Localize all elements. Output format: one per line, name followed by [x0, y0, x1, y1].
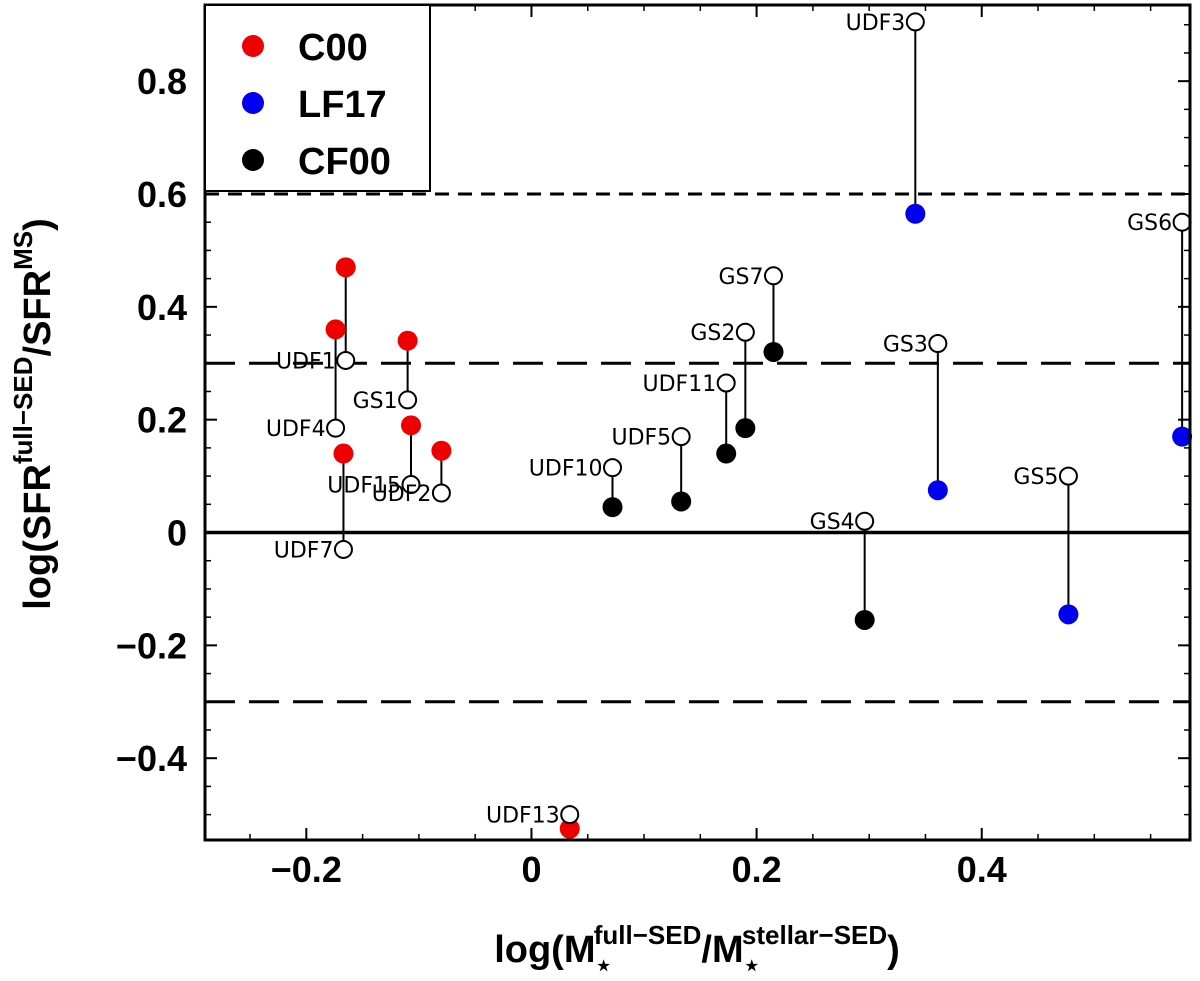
filled-point-udf10: [602, 497, 623, 518]
open-point-gs2: [735, 322, 755, 342]
filled-point-udf11: [716, 443, 737, 464]
filled-point-gs3: [927, 480, 948, 501]
filled-point-udf4: [325, 319, 346, 340]
plot-frame: [203, 3, 1192, 842]
filled-point-gs4: [854, 609, 875, 630]
x-tick-label: 0.2: [732, 849, 782, 890]
point-label-udf10: UDF10: [529, 457, 603, 482]
open-point-udf15: [401, 475, 421, 495]
filled-points: [325, 203, 1193, 839]
point-label-udf5: UDF5: [611, 426, 671, 451]
filled-point-gs6: [1172, 426, 1193, 447]
open-point-udf5: [671, 427, 691, 447]
open-point-udf1: [336, 350, 356, 370]
y-tick-label: 0.8: [137, 61, 187, 102]
point-label-gs2: GS2: [690, 321, 735, 346]
filled-point-gs5: [1058, 604, 1079, 625]
x-tick-label: 0: [521, 849, 541, 890]
point-label-gs4: GS4: [810, 510, 855, 535]
y-tick-label: 0.6: [137, 174, 187, 215]
point-label-gs6: GS6: [1127, 211, 1172, 236]
legend-label-cf00: CF00: [298, 141, 391, 183]
point-label-udf1: UDF1: [276, 349, 336, 374]
open-point-gs4: [855, 511, 875, 531]
legend-marker-lf17: [242, 92, 264, 114]
filled-point-udf7: [333, 443, 354, 464]
legend-label-c00: C00: [298, 27, 368, 69]
filled-point-gs7: [763, 341, 784, 362]
point-label-gs7: GS7: [718, 265, 763, 290]
legend-marker-cf00: [242, 149, 264, 171]
point-label-udf7: UDF7: [274, 538, 334, 563]
point-label-gs1: GS1: [353, 389, 398, 414]
y-tick-label: 0.4: [137, 287, 187, 328]
open-point-gs6: [1172, 212, 1192, 232]
filled-point-udf15: [401, 415, 422, 436]
y-tick-label: 0.2: [137, 400, 187, 441]
point-label-udf2: UDF2: [372, 482, 432, 507]
point-label-udf15: UDF15: [327, 474, 401, 499]
point-label-udf3: UDF3: [846, 11, 906, 36]
open-point-gs5: [1058, 466, 1078, 486]
y-tick-label: 0: [167, 513, 187, 554]
legend-label-lf17: LF17: [298, 84, 387, 126]
point-label-gs3: GS3: [883, 333, 928, 358]
open-points: [326, 12, 1192, 825]
open-point-udf11: [716, 373, 736, 393]
filled-point-udf1: [335, 257, 356, 278]
filled-point-udf2: [431, 440, 452, 461]
open-point-udf4: [326, 418, 346, 438]
open-point-udf2: [431, 483, 451, 503]
open-point-udf3: [905, 12, 925, 32]
connector-lines: [334, 21, 1184, 829]
open-point-gs7: [763, 266, 783, 286]
y-tick-label: −0.4: [116, 738, 187, 779]
x-tick-label: 0.4: [957, 849, 1007, 890]
y-axis-title: log(SFRfull−SED/SFRMS): [8, 218, 59, 610]
point-label-udf11: UDF11: [643, 372, 717, 397]
filled-point-udf5: [671, 491, 692, 512]
x-axis-title: log(M⋆full−SED/M⋆stellar−SED): [494, 920, 900, 980]
open-point-gs3: [928, 334, 948, 354]
open-point-gs1: [398, 390, 418, 410]
open-point-udf7: [333, 539, 353, 559]
y-tick-label: −0.2: [116, 625, 187, 666]
open-point-udf13: [560, 805, 580, 825]
filled-point-udf3: [905, 203, 926, 224]
x-tick-label: −0.2: [271, 849, 342, 890]
open-point-udf10: [603, 458, 623, 478]
reference-lines: [205, 192, 1190, 704]
point-label-gs5: GS5: [1013, 465, 1058, 490]
filled-point-udf13: [559, 818, 580, 839]
point-label-udf4: UDF4: [266, 417, 326, 442]
filled-point-gs2: [735, 418, 756, 439]
legend: C00 LF17 CF00: [204, 4, 431, 192]
filled-point-gs1: [397, 330, 418, 351]
point-label-udf13: UDF13: [486, 804, 560, 829]
legend-marker-c00: [242, 35, 264, 57]
